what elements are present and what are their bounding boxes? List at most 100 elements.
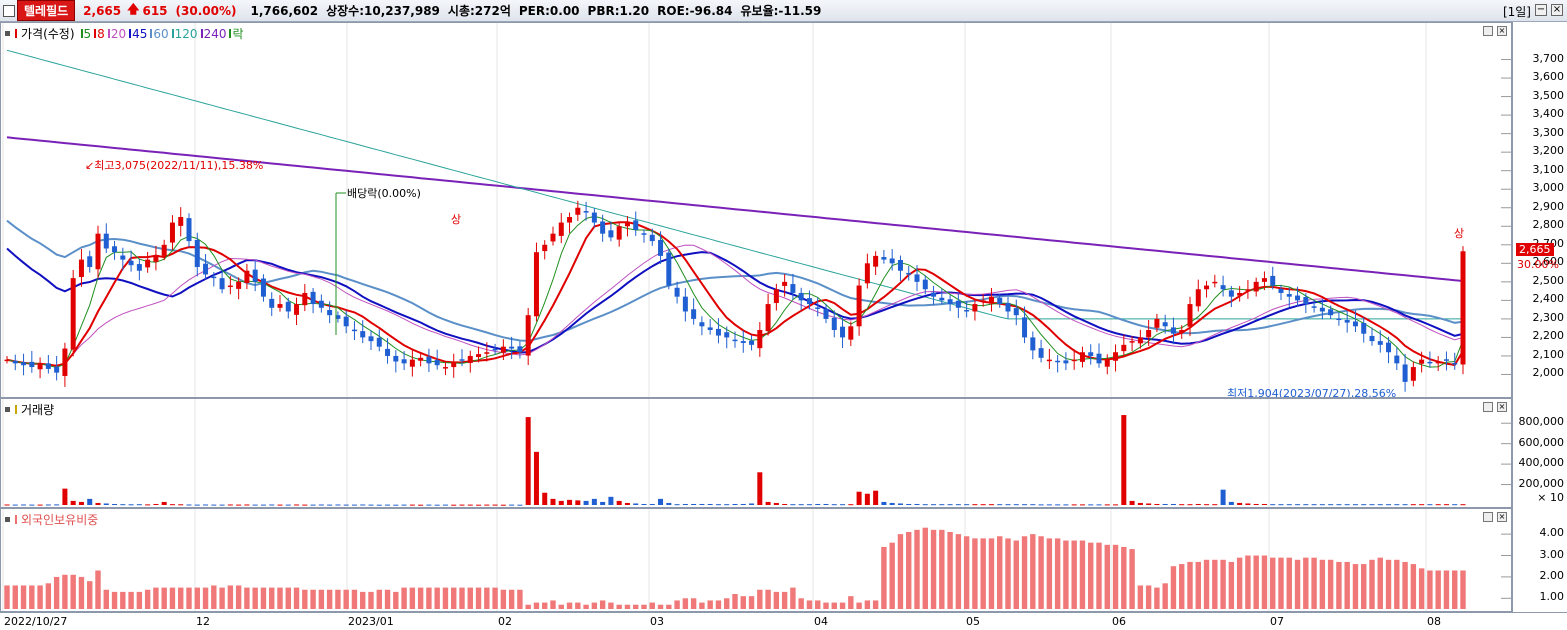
foreign-bar <box>235 585 242 609</box>
candle-body <box>178 217 184 226</box>
legend-square-icon[interactable] <box>5 517 10 522</box>
candle-body <box>37 363 43 370</box>
volume-bar <box>1079 504 1085 506</box>
foreign-bar <box>492 587 498 609</box>
volume-bar <box>633 503 639 505</box>
ma240-line <box>6 136 1464 282</box>
candle-body <box>269 298 275 308</box>
volume-chart[interactable] <box>1 399 1511 507</box>
candle-body <box>260 278 266 297</box>
foreign-bar <box>302 589 308 609</box>
foreign-bar <box>1460 570 1466 609</box>
stock-name-button[interactable]: 텔레필드 <box>17 0 76 21</box>
foreign-bar <box>202 587 209 609</box>
candle-body <box>658 239 664 256</box>
candle-body <box>285 301 291 312</box>
foreign-bar <box>939 529 945 609</box>
volume-bar <box>782 503 788 505</box>
foreign-bar <box>417 587 424 609</box>
panel-close-icon[interactable]: × <box>1497 512 1507 522</box>
candle-body <box>591 212 597 223</box>
ma-legend-label[interactable]: 5 <box>83 27 92 41</box>
volume-bar <box>1328 504 1334 506</box>
foreign-bar <box>1187 561 1193 609</box>
volume-bar <box>1278 504 1284 506</box>
volume-bar <box>78 501 84 505</box>
x-axis-label: 03 <box>650 615 664 628</box>
volume-bar <box>1005 504 1011 506</box>
volume-bar <box>120 504 126 506</box>
foreign-bar <box>955 534 962 609</box>
ma-legend-label[interactable]: 45 <box>132 27 148 41</box>
volume-bar <box>1286 504 1292 506</box>
volume-bar <box>1063 504 1069 506</box>
candle-body <box>87 256 93 268</box>
candle-body <box>385 348 391 356</box>
foreign-bar <box>641 604 647 609</box>
foreign-bar <box>1021 536 1028 609</box>
legend-main-label: 가격(수정) <box>21 27 75 41</box>
foreign-bar <box>773 591 780 609</box>
foreign-bar <box>293 587 300 609</box>
foreign-bar <box>368 591 374 609</box>
candle-body <box>1146 330 1152 338</box>
foreign-ownership-panel[interactable]: 외국인보유비중 × <box>0 508 1512 612</box>
ma8-line <box>6 221 1464 367</box>
foreign-bar <box>37 585 43 609</box>
volume-bar <box>732 503 738 505</box>
ma-legend-label[interactable]: 8 <box>97 27 105 41</box>
price-chart[interactable]: ↙최고3,075(2022/11/11),15.38% 최저1,904(2023/… <box>1 23 1511 397</box>
candle-body <box>972 304 978 312</box>
x-axis-label: 02 <box>498 615 512 628</box>
x-axis-label: 2022/10/27 <box>4 615 68 628</box>
volume-bar <box>906 503 912 505</box>
ma-legend-label[interactable]: 60 <box>153 27 169 41</box>
dividend-annotation: 배당락(0.00%) <box>347 187 421 200</box>
foreign-bar <box>591 602 598 609</box>
volume-bar <box>467 504 473 506</box>
volume-bar <box>1435 504 1441 506</box>
volume-panel[interactable]: 거래량 × <box>0 398 1512 508</box>
candle-body <box>980 300 986 302</box>
panel-close-icon[interactable]: × <box>1497 402 1507 412</box>
candle-body <box>186 218 192 242</box>
price-panel[interactable]: ↙최고3,075(2022/11/11),15.38% 최저1,904(2023/… <box>0 22 1512 398</box>
price-legend: 가격(수정) 5 8 20 45 60 120 240 락 <box>5 25 244 42</box>
volume-bar <box>95 502 101 505</box>
minimize-icon[interactable]: − <box>1535 4 1547 16</box>
candle-body <box>294 304 300 315</box>
legend-square-icon[interactable] <box>5 407 10 412</box>
panel-restore-icon[interactable] <box>1483 512 1493 522</box>
foreign-bar <box>219 587 225 609</box>
foreign-bar <box>583 604 589 609</box>
close-icon[interactable]: × <box>1551 4 1563 16</box>
legend-square-icon[interactable] <box>5 31 10 36</box>
price-tick-label: 3,400 <box>1532 107 1565 121</box>
x-axis: 2022/10/27 12 2023/01 02 03 04 05 06 07 08 <box>0 612 1567 630</box>
candle-body <box>1088 352 1094 356</box>
foreign-ownership-chart[interactable] <box>1 509 1511 611</box>
panel-close-icon[interactable]: × <box>1497 26 1507 36</box>
candle-body <box>1154 318 1160 328</box>
foreign-bar <box>856 602 862 609</box>
volume-bar <box>1303 504 1309 506</box>
ma-legend-label[interactable]: 20 <box>110 27 127 41</box>
volume-bar <box>1096 504 1102 506</box>
volume-bar <box>1261 503 1267 505</box>
volume-bar <box>1146 503 1152 505</box>
price-change-percent: (30.00%) <box>175 3 237 18</box>
select-checkbox[interactable] <box>3 4 15 17</box>
ma-legend-label[interactable]: 120 <box>174 27 198 41</box>
foreign-bar <box>1278 557 1284 609</box>
volume-bar <box>302 504 308 506</box>
period-selector[interactable]: [1일] <box>1502 5 1531 19</box>
ma-legend-label[interactable]: 락 <box>232 27 244 41</box>
ma-legend-label[interactable]: 240 <box>203 27 227 41</box>
foreign-bar <box>45 583 52 609</box>
foreign-bar <box>70 574 76 609</box>
foreign-bar <box>848 596 854 609</box>
foreign-bar <box>1170 566 1177 609</box>
volume-bar <box>848 504 854 506</box>
panel-restore-icon[interactable] <box>1483 402 1493 412</box>
panel-restore-icon[interactable] <box>1483 26 1493 36</box>
